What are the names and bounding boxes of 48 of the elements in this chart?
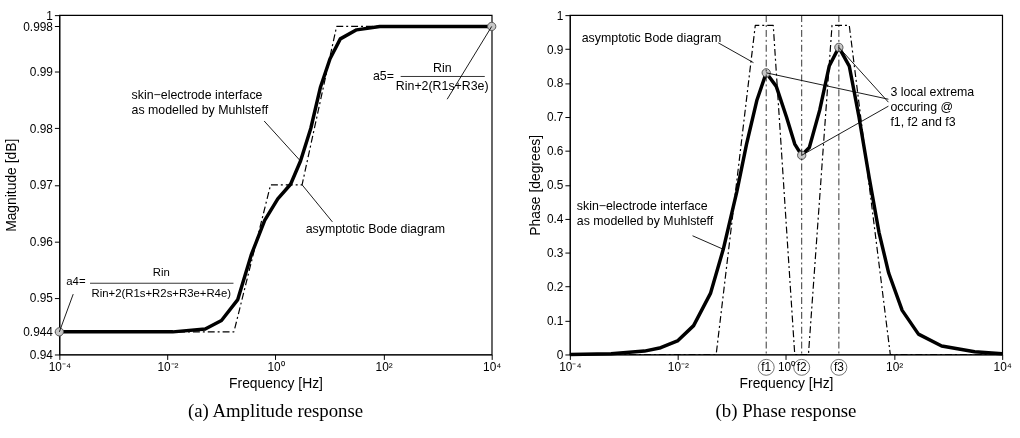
y-tick-label: 0.3 (546, 246, 564, 261)
x-tick-label: 10⁻² (667, 359, 690, 374)
x-axis-title: Frequency [Hz] (229, 374, 323, 391)
annotation: Rin (152, 266, 170, 279)
annotation: asymptotic Bode diagram (305, 221, 446, 236)
y-axis-title: Phase [degrees] (526, 134, 543, 236)
x-tick-label: 10⁻² (157, 359, 179, 374)
annotation: a5= (372, 69, 394, 84)
y-tick-label: 0.1 (546, 313, 564, 328)
annotation: asymptotic Bode diagram (581, 30, 722, 45)
y-tick-label: 0.2 (546, 280, 564, 295)
y-tick-label: 0.4 (546, 212, 564, 227)
y-tick-label: 0.98 (29, 121, 54, 136)
y-axis-title: Magnitude [dB] (3, 138, 20, 232)
y-tick-label: 0.95 (29, 291, 54, 306)
y-tick-label: 0.94 (29, 347, 54, 362)
y-tick-label: 0.5 (546, 178, 564, 193)
annotation: skin−electrode interface as modelled by Muhlsteff (131, 88, 269, 118)
annotation: 3 local extrema occuring @ f1, f2 and f3 (890, 85, 975, 129)
y-tick-label: 0.96 (29, 234, 54, 249)
x-tick-label: 10⁻⁴ (559, 359, 582, 374)
ref-line-label: f1 (761, 360, 772, 375)
x-tick-label: 10⁰ (777, 359, 796, 374)
x-tick-label: 10² (886, 359, 904, 374)
y-tick-label: 0.6 (546, 144, 564, 159)
x-tick-label: 10² (375, 359, 393, 374)
x-tick-label: 10⁴ (993, 359, 1012, 374)
ref-line-label: f2 (796, 360, 807, 375)
x-tick-label: 10⁻⁴ (48, 359, 71, 374)
annotation: Rin+2(R1s+R3e) (395, 79, 489, 94)
annotation: a4= (66, 275, 86, 288)
y-tick-label: 0.99 (29, 65, 54, 80)
x-axis-title: Frequency [Hz] (739, 374, 834, 391)
y-tick-label: 1 (556, 8, 564, 23)
x-tick-label: 10⁰ (267, 359, 285, 374)
x-tick-label: 10⁴ (483, 359, 502, 374)
y-tick-label: 0 (556, 347, 564, 362)
annotation: skin−electrode interface as modelled by Muhlsteff (576, 199, 714, 228)
y-tick-label: 0.7 (546, 110, 564, 125)
annotation: Rin (432, 60, 452, 75)
text: (a) Amplitude response (187, 399, 364, 422)
y-tick-label: 0.9 (546, 42, 564, 57)
text: (b) Phase response (715, 399, 857, 422)
y-tick-label: 0.8 (546, 76, 564, 91)
annotation: Rin+2(R1s+R2s+R3e+R4e) (91, 287, 232, 300)
y-tick-label: 0.944 (23, 325, 54, 340)
ref-line-label: f3 (833, 360, 845, 375)
y-tick-label: 0.97 (29, 178, 53, 193)
